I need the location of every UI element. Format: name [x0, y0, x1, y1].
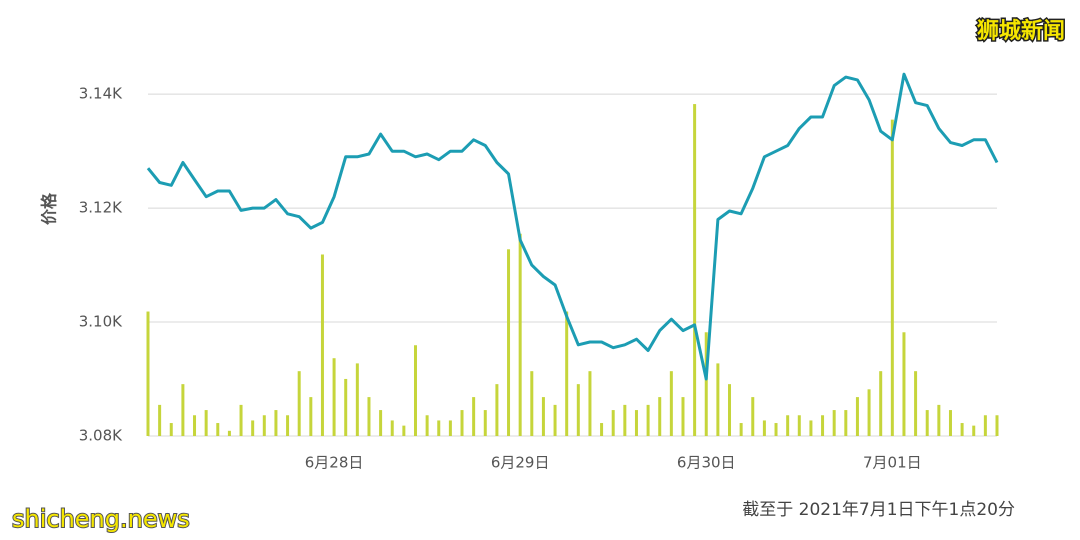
- volume-bar: [681, 397, 685, 436]
- volume-bar: [879, 371, 883, 436]
- volume-bar: [774, 423, 778, 436]
- volume-bar: [402, 425, 406, 436]
- volume-bar: [669, 371, 673, 436]
- watermark: shicheng.news: [12, 505, 190, 533]
- volume-bar: [344, 378, 348, 436]
- x-tick-label: 6月30日: [677, 454, 736, 472]
- y-tick-label: 3.14K: [79, 85, 123, 103]
- volume-bar: [181, 384, 185, 436]
- volume-bar: [193, 415, 197, 436]
- volume-bar: [716, 363, 720, 436]
- volume-bar: [413, 345, 417, 436]
- x-tick-label: 6月28日: [305, 454, 364, 472]
- volume-bar: [588, 371, 592, 436]
- volume-bar: [309, 397, 313, 436]
- volume-bar: [832, 410, 836, 436]
- volume-bar: [297, 371, 301, 436]
- volume-bar: [169, 423, 173, 436]
- volume-bar: [472, 397, 476, 436]
- volume-bar: [507, 249, 511, 436]
- volume-bar: [925, 410, 929, 436]
- volume-bar: [821, 415, 825, 436]
- volume-bar: [728, 384, 732, 436]
- volume-bar: [611, 410, 615, 436]
- volume-bar: [216, 423, 220, 436]
- volume-bar: [553, 404, 557, 436]
- volume-bar: [227, 430, 231, 436]
- volume-bar: [948, 410, 952, 436]
- volume-bar: [914, 371, 918, 436]
- price-line: [146, 72, 999, 381]
- volume-bar: [797, 415, 801, 436]
- volume-bar: [995, 415, 999, 436]
- volume-bar: [809, 420, 813, 436]
- volume-bar: [390, 420, 394, 436]
- volume-bar: [576, 384, 580, 436]
- volume-bar: [483, 410, 487, 436]
- watermark: 狮城新闻: [977, 18, 1065, 44]
- volume-bar: [367, 397, 371, 436]
- y-axis-label: 价格: [40, 192, 59, 225]
- volume-bar: [320, 254, 324, 436]
- volume-bar: [495, 384, 499, 436]
- y-tick-label: 3.08K: [79, 427, 123, 445]
- volume-bar: [646, 404, 650, 436]
- volume-bar: [530, 371, 534, 436]
- volume-bar: [855, 397, 859, 436]
- volume-bar: [204, 410, 208, 436]
- volume-bar: [844, 410, 848, 436]
- volume-bar: [565, 311, 569, 436]
- volume-bar: [518, 233, 522, 436]
- volume-bar: [355, 363, 359, 436]
- volume-bar: [634, 410, 638, 436]
- volume-bar: [658, 397, 662, 436]
- volume-bar: [146, 311, 150, 436]
- volume-bar: [541, 397, 545, 436]
- volume-bar: [286, 415, 290, 436]
- volume-bar: [786, 415, 790, 436]
- volume-bar: [704, 332, 708, 436]
- volume-bar: [693, 104, 697, 436]
- volume-bar: [867, 389, 871, 436]
- volume-bar: [751, 397, 755, 436]
- x-tick-label: 6月29日: [491, 454, 550, 472]
- volume-bar: [251, 420, 255, 436]
- volume-bar: [425, 415, 429, 436]
- volume-bar: [158, 404, 162, 436]
- x-tick-label: 7月01日: [863, 454, 922, 472]
- volume-bar: [600, 423, 604, 436]
- volume-bar: [972, 425, 976, 436]
- volume-bar: [437, 420, 441, 436]
- volume-bar: [937, 404, 941, 436]
- footnote: 截至于 2021年7月1日下午1点20分: [742, 500, 1015, 520]
- volume-bar: [983, 415, 987, 436]
- volume-bar: [960, 423, 964, 436]
- y-tick-label: 3.12K: [79, 199, 123, 217]
- volume-bar: [623, 404, 627, 436]
- volume-bar: [739, 423, 743, 436]
- volume-bar: [332, 358, 336, 436]
- volume-bar: [274, 410, 278, 436]
- volume-bar: [890, 119, 894, 436]
- volume-bar: [262, 415, 266, 436]
- volume-bar: [460, 410, 464, 436]
- volume-bar: [379, 410, 383, 436]
- y-tick-label: 3.10K: [79, 313, 123, 331]
- volume-bar: [239, 404, 243, 436]
- volume-bar: [762, 420, 766, 436]
- volume-bar: [448, 420, 452, 436]
- volume-bar: [902, 332, 906, 436]
